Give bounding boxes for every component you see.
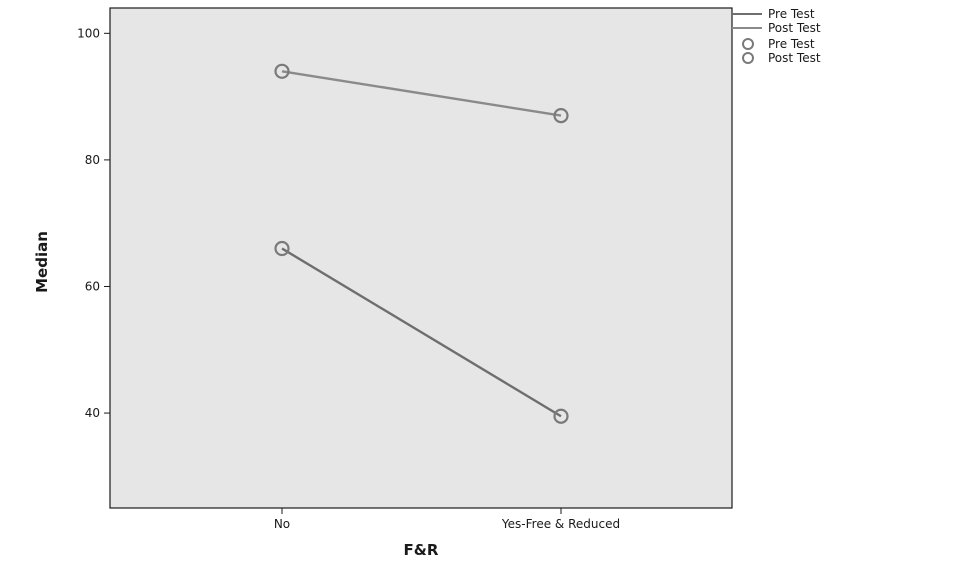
x-tick-label: Yes-Free & Reduced (501, 517, 620, 531)
legend-line-label: Pre Test (768, 7, 815, 21)
y-axis-title: Median (33, 231, 51, 293)
plot-area (110, 8, 732, 508)
y-axis: 40 60 80 100 (77, 26, 110, 420)
y-tick-label: 40 (85, 406, 100, 420)
legend-marker-swatch (743, 53, 753, 63)
legend-marker-swatch (743, 39, 753, 49)
legend-marker-label: Post Test (768, 51, 821, 65)
y-tick-label: 60 (85, 279, 100, 293)
x-axis-title: F&R (404, 541, 439, 559)
legend-marker-label: Pre Test (768, 37, 815, 51)
legend-line-label: Post Test (768, 21, 821, 35)
y-tick-label: 100 (77, 26, 100, 40)
y-tick-label: 80 (85, 153, 100, 167)
x-tick-label: No (274, 517, 290, 531)
x-axis: No Yes-Free & Reduced (274, 508, 620, 531)
